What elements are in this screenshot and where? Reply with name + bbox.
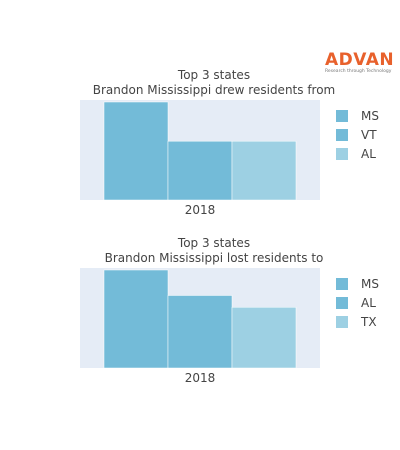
logo-wordmark: ADVAN: [325, 50, 395, 70]
advan-logo: ADVAN Research through Technology: [325, 52, 395, 78]
chart-lost-to: Top 3 states Brandon Mississippi lost re…: [0, 234, 400, 394]
legend: MS AL TX: [336, 274, 379, 331]
chart-title: Top 3 states: [177, 236, 251, 250]
legend-item-al[interactable]: AL: [336, 144, 379, 163]
chart-subtitle: Brandon Mississippi drew residents from: [92, 83, 336, 97]
plot-area: [80, 268, 320, 368]
bar-al: [231, 140, 297, 200]
legend-label: AL: [361, 146, 376, 161]
legend-swatch: [336, 277, 348, 290]
legend-item-al[interactable]: AL: [336, 293, 379, 312]
legend-swatch: [336, 128, 348, 141]
legend-swatch: [336, 147, 348, 160]
legend-label: AL: [361, 295, 376, 310]
legend-item-tx[interactable]: TX: [336, 312, 379, 331]
bar-tx: [231, 306, 297, 368]
logo-tagline: Research through Technology: [325, 69, 392, 74]
legend-label: TX: [361, 314, 377, 329]
legend-label: MS: [361, 276, 379, 291]
x-tick-label: 2018: [184, 203, 216, 217]
legend: MS VT AL: [336, 106, 379, 163]
bar-ms: [103, 101, 169, 200]
plot-area: [80, 100, 320, 200]
bar-al: [167, 295, 233, 368]
bar-vt: [167, 140, 233, 200]
legend-label: VT: [361, 127, 377, 142]
legend-item-ms[interactable]: MS: [336, 106, 379, 125]
legend-swatch: [336, 315, 348, 328]
legend-label: MS: [361, 108, 379, 123]
legend-item-ms[interactable]: MS: [336, 274, 379, 293]
legend-item-vt[interactable]: VT: [336, 125, 379, 144]
x-tick-label: 2018: [184, 371, 216, 385]
bar-ms: [103, 269, 169, 368]
chart-title: Top 3 states: [177, 68, 251, 82]
legend-swatch: [336, 296, 348, 309]
chart-drew-from: Top 3 states Brandon Mississippi drew re…: [0, 66, 400, 226]
legend-swatch: [336, 109, 348, 122]
chart-subtitle: Brandon Mississippi lost residents to: [104, 251, 324, 265]
